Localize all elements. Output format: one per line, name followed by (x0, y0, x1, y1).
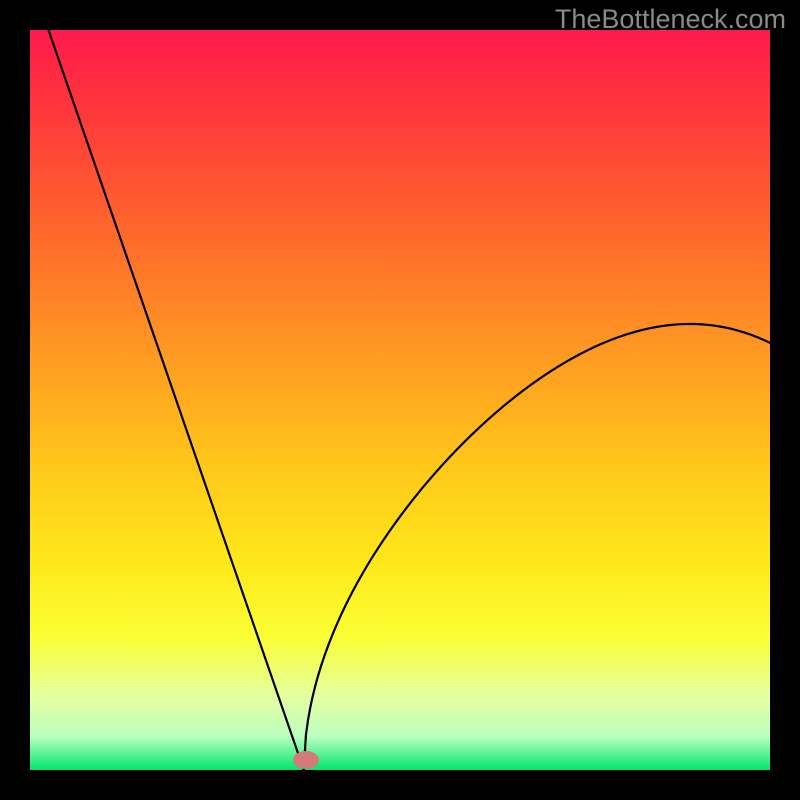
watermark-text: TheBottleneck.com (555, 4, 786, 35)
chart-container: TheBottleneck.com (0, 0, 800, 800)
optimum-marker (293, 751, 319, 769)
plot-area (30, 30, 770, 770)
